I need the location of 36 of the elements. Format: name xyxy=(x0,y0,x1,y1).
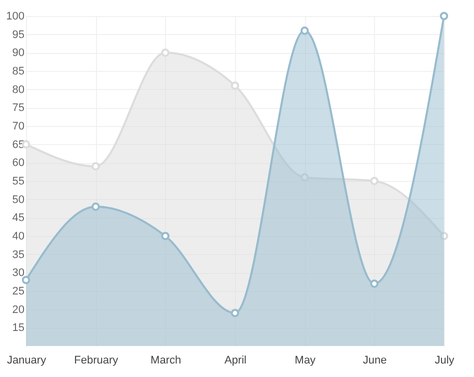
y-tick-label: 95 xyxy=(12,28,24,41)
y-tick-label: 70 xyxy=(12,120,24,132)
point xyxy=(230,82,240,90)
y-tick-label: 60 xyxy=(12,157,24,170)
point xyxy=(440,232,448,240)
y-tick-label: 80 xyxy=(12,84,24,96)
y-tick-label: 35 xyxy=(12,248,24,261)
x-tick-label: June xyxy=(362,354,387,366)
y-tick-label: 90 xyxy=(12,47,24,60)
x-tick-label: March xyxy=(150,354,182,366)
point xyxy=(161,48,170,57)
y-tick-label: 75 xyxy=(12,102,24,114)
x-tick-label: July xyxy=(434,354,455,366)
point xyxy=(230,308,240,318)
point xyxy=(440,12,448,20)
x-tick-label: February xyxy=(74,354,119,366)
y-tick-label: 55 xyxy=(12,176,24,188)
point xyxy=(92,162,100,170)
point xyxy=(370,176,378,186)
y-tick-label: 45 xyxy=(12,212,24,224)
x-tick-label: May xyxy=(294,354,316,366)
point xyxy=(161,232,170,240)
y-tick-label: 40 xyxy=(12,230,24,242)
y-tick-label: 25 xyxy=(12,286,24,298)
y-tick-label: 30 xyxy=(12,267,24,280)
point xyxy=(92,202,100,211)
y-tick-label: 85 xyxy=(12,66,24,78)
x-tick-label: January xyxy=(6,354,47,366)
y-tick-label: 15 xyxy=(12,322,24,334)
point xyxy=(22,276,30,284)
y-tick-label: 20 xyxy=(12,304,24,316)
y-tick-label: 100 xyxy=(6,10,24,22)
point xyxy=(300,26,309,35)
point xyxy=(370,280,378,288)
x-tick-label: April xyxy=(224,354,247,366)
y-tick-label: 50 xyxy=(12,194,24,206)
